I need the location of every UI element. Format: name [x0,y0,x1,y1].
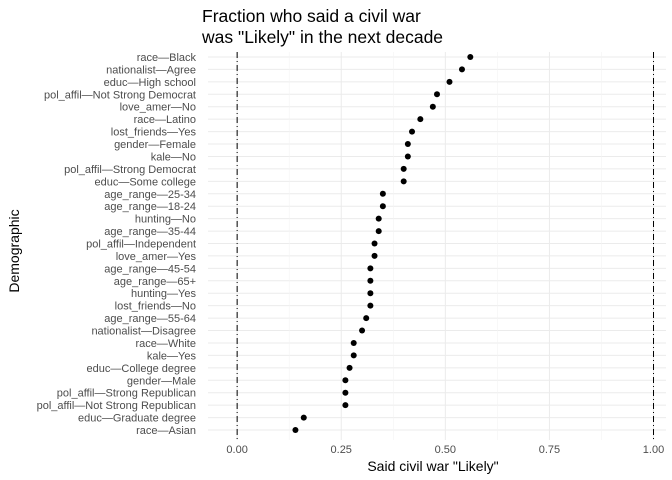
data-point [350,339,357,346]
x-tick-label: 0.00 [226,444,247,456]
x-tick-labels: 0.00 0.25 0.50 0.75 1.00 [226,444,664,456]
x-tick-label: 0.75 [539,444,560,456]
data-point [371,240,378,247]
y-tick-label: pol_affil—Not Strong Democrat [44,89,196,101]
data-point [446,78,453,85]
y-tick-label: educ—High school [104,77,196,89]
y-tick-label: hunting—Yes [131,288,197,300]
y-tick-label: pol_affil—Independent [86,239,196,251]
data-point [346,364,353,371]
y-tick-label: kale—Yes [147,350,197,362]
data-point [404,153,411,160]
data-point [292,427,299,433]
chart-title-line-2: was "Likely" in the next decade [202,27,444,47]
x-axis-title: Said civil war "Likely" [367,458,498,474]
y-tick-label: kale—No [151,151,196,163]
y-tick-label: love_amer—No [120,102,196,114]
data-point [300,414,307,421]
y-tick-label: nationalist—Disagree [91,326,196,338]
data-point [404,141,411,148]
data-point [400,178,407,185]
y-tick-label: age_range—35-44 [104,226,196,238]
y-tick-label: race—Asian [136,425,196,437]
data-point [367,277,374,284]
x-tick-label: 1.00 [643,444,664,456]
data-point [379,203,386,210]
data-point [367,290,374,297]
data-point [371,252,378,259]
y-tick-label: gender—Male [127,375,196,387]
grid-lines [208,52,666,440]
data-point [409,128,416,135]
y-tick-label: age_range—55-64 [104,313,196,325]
y-tick-label: love_amer—Yes [116,251,197,263]
y-tick-label: race—Latino [134,114,196,126]
y-axis-title: Demographic [6,209,22,292]
y-tick-label: educ—College degree [87,363,196,375]
y-tick-label: lost_friends—Yes [111,127,197,139]
y-tick-label: race—White [135,338,196,350]
data-point [367,302,374,309]
y-tick-label: age_range—18-24 [104,201,196,213]
data-point [350,352,357,359]
data-point [434,91,440,98]
data-point [359,327,366,334]
data-point [342,402,349,409]
x-tick-label: 0.50 [435,444,456,456]
data-point [458,66,465,73]
data-point [342,377,349,384]
data-point [375,228,382,235]
data-points [292,54,474,433]
y-tick-label: gender—Female [114,139,196,151]
y-tick-label: pol_affil—Strong Republican [57,388,196,400]
y-tick-label: nationalist—Agree [106,64,196,76]
y-tick-label: age_range—45-54 [104,263,196,275]
data-point [400,165,407,172]
data-point [417,116,424,123]
data-point [367,265,374,272]
y-tick-label: pol_affil—Not Strong Republican [37,400,196,412]
y-tick-label: hunting—No [135,214,196,226]
data-point [375,215,382,222]
x-tick-label: 0.25 [331,444,352,456]
chart-title: Fraction who said a civil war was "Likel… [202,6,443,48]
y-tick-label: educ—Some college [94,176,196,188]
y-tick-label: lost_friends—No [115,301,196,313]
data-point [379,190,386,197]
y-tick-label: race—Black [137,52,197,64]
y-tick-label: age_range—25-34 [104,189,196,201]
y-tick-label: educ—Graduate degree [78,413,196,425]
data-point [429,103,436,110]
y-tick-label: age_range—65+ [114,276,196,288]
data-point [363,315,370,322]
y-tick-label: pol_affil—Strong Democrat [64,164,196,176]
chart-title-line-1: Fraction who said a civil war [202,6,421,26]
data-point [467,54,474,60]
data-point [342,389,349,396]
